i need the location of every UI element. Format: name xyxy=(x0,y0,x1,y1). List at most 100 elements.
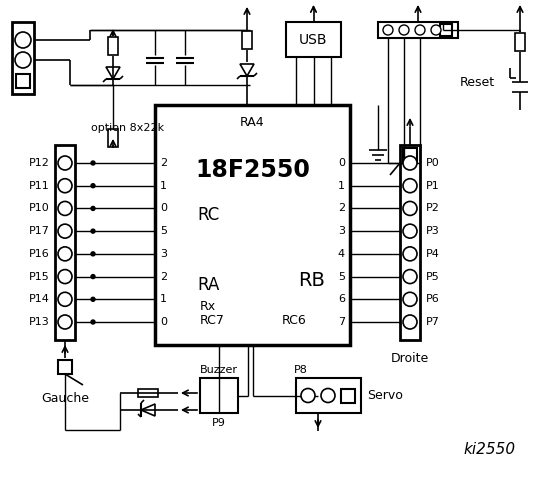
Text: Rx: Rx xyxy=(200,300,216,313)
Circle shape xyxy=(58,156,72,170)
Circle shape xyxy=(383,25,393,35)
Text: RA4: RA4 xyxy=(240,117,265,130)
Bar xyxy=(242,31,252,49)
Text: RC7: RC7 xyxy=(200,314,225,327)
Text: P2: P2 xyxy=(426,204,440,214)
Circle shape xyxy=(403,224,417,238)
Text: P10: P10 xyxy=(29,204,50,214)
Text: 2: 2 xyxy=(160,272,167,282)
Text: 0: 0 xyxy=(160,204,167,214)
Circle shape xyxy=(58,224,72,238)
Bar xyxy=(341,388,355,403)
Bar xyxy=(138,389,158,397)
Circle shape xyxy=(91,252,95,256)
Bar xyxy=(58,360,72,374)
Text: P6: P6 xyxy=(426,294,440,304)
Text: Droite: Droite xyxy=(391,351,429,364)
Circle shape xyxy=(91,184,95,188)
Circle shape xyxy=(58,292,72,306)
Circle shape xyxy=(91,206,95,210)
Text: Reset: Reset xyxy=(460,75,495,88)
Text: 3: 3 xyxy=(338,226,345,236)
Text: RC: RC xyxy=(197,206,219,224)
Text: 18F2550: 18F2550 xyxy=(195,158,310,182)
Bar xyxy=(515,33,525,51)
Text: 1: 1 xyxy=(338,180,345,191)
Circle shape xyxy=(58,202,72,216)
Text: P15: P15 xyxy=(29,272,50,282)
Circle shape xyxy=(321,388,335,403)
Text: P17: P17 xyxy=(29,226,50,236)
Circle shape xyxy=(399,25,409,35)
Bar xyxy=(286,22,341,57)
Bar xyxy=(440,24,452,36)
Bar xyxy=(378,22,458,38)
Text: P0: P0 xyxy=(426,158,440,168)
Text: RC6: RC6 xyxy=(282,314,307,327)
Text: P7: P7 xyxy=(426,317,440,327)
Bar xyxy=(108,37,118,55)
Text: P9: P9 xyxy=(212,418,226,428)
Circle shape xyxy=(91,275,95,278)
Text: P12: P12 xyxy=(29,158,50,168)
Text: P13: P13 xyxy=(29,317,50,327)
Text: P5: P5 xyxy=(426,272,440,282)
Text: P3: P3 xyxy=(426,226,440,236)
Text: P4: P4 xyxy=(426,249,440,259)
Circle shape xyxy=(91,297,95,301)
Bar xyxy=(108,129,118,147)
Text: 5: 5 xyxy=(338,272,345,282)
Circle shape xyxy=(58,179,72,192)
Text: 4: 4 xyxy=(338,249,345,259)
Bar xyxy=(155,105,350,345)
Text: P11: P11 xyxy=(29,180,50,191)
Circle shape xyxy=(91,161,95,165)
Bar xyxy=(12,22,34,94)
Circle shape xyxy=(58,315,72,329)
Circle shape xyxy=(403,292,417,306)
Circle shape xyxy=(403,315,417,329)
Text: 0: 0 xyxy=(160,317,167,327)
Text: P8: P8 xyxy=(294,365,308,375)
Text: 7: 7 xyxy=(338,317,345,327)
Circle shape xyxy=(15,52,31,68)
Text: Servo: Servo xyxy=(367,389,403,402)
Text: Buzzer: Buzzer xyxy=(200,365,238,375)
Text: P1: P1 xyxy=(426,180,440,191)
Bar xyxy=(400,145,420,340)
Text: USB: USB xyxy=(299,33,328,47)
Bar xyxy=(55,145,75,340)
Text: 1: 1 xyxy=(160,294,167,304)
Text: 1: 1 xyxy=(160,180,167,191)
Circle shape xyxy=(15,32,31,48)
Circle shape xyxy=(403,270,417,284)
Circle shape xyxy=(431,25,441,35)
Bar xyxy=(200,378,238,413)
Circle shape xyxy=(403,202,417,216)
Text: 5: 5 xyxy=(160,226,167,236)
Bar xyxy=(403,148,417,162)
Text: RB: RB xyxy=(298,271,325,289)
Text: P14: P14 xyxy=(29,294,50,304)
Text: P16: P16 xyxy=(29,249,50,259)
Circle shape xyxy=(403,179,417,192)
Circle shape xyxy=(301,388,315,403)
Circle shape xyxy=(91,320,95,324)
Bar xyxy=(296,378,361,413)
Text: 2: 2 xyxy=(160,158,167,168)
Text: 0: 0 xyxy=(338,158,345,168)
Text: 2: 2 xyxy=(338,204,345,214)
Text: ki2550: ki2550 xyxy=(464,443,516,457)
Circle shape xyxy=(91,229,95,233)
Bar xyxy=(16,74,30,88)
Circle shape xyxy=(403,156,417,170)
Text: 6: 6 xyxy=(338,294,345,304)
Circle shape xyxy=(58,247,72,261)
Text: option 8x22k: option 8x22k xyxy=(91,123,164,133)
Text: 3: 3 xyxy=(160,249,167,259)
Text: RA: RA xyxy=(197,276,220,294)
Circle shape xyxy=(58,270,72,284)
Circle shape xyxy=(403,247,417,261)
Text: Gauche: Gauche xyxy=(41,392,89,405)
Circle shape xyxy=(415,25,425,35)
